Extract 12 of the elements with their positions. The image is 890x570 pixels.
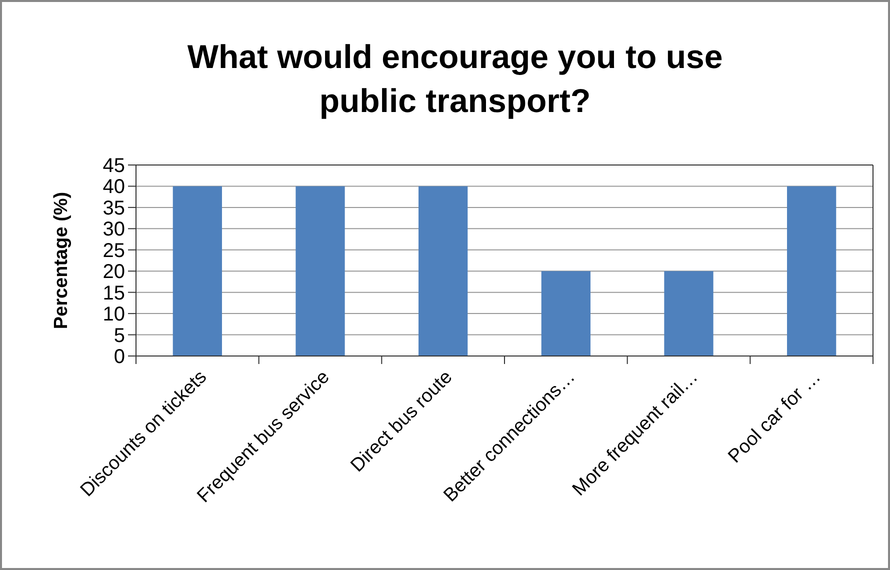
- y-tick-label: 5: [114, 324, 125, 347]
- chart-title: What would encourage you to use public transport?: [187, 38, 723, 119]
- y-tick-label: 0: [114, 346, 125, 368]
- y-tick-label: 40: [102, 176, 125, 198]
- y-tick-label: 30: [102, 218, 125, 241]
- y-tick-label: 45: [102, 155, 125, 177]
- y-tick-label: 35: [102, 197, 125, 220]
- y-axis-title: Percentage (%): [51, 192, 72, 330]
- y-tick-label: 20: [102, 261, 125, 284]
- y-tick-label: 25: [102, 240, 125, 262]
- y-tick-label: 10: [102, 304, 125, 326]
- y-tick-label: 15: [102, 282, 125, 304]
